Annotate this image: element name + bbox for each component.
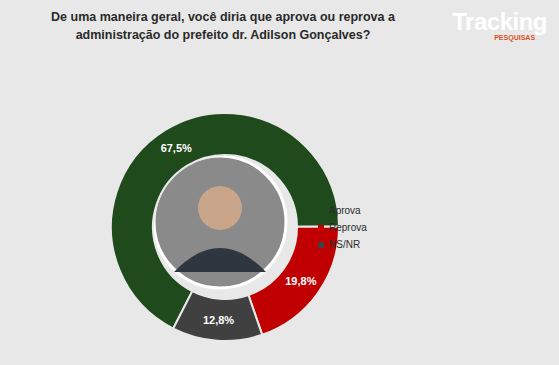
html-text:NS/NR: NS/NR bbox=[329, 239, 361, 250]
svg-text:67,5%: 67,5% bbox=[161, 142, 192, 154]
svg-text:12,8%: 12,8% bbox=[203, 314, 234, 326]
html-text:De uma maneira geral, você dir: De uma maneira geral, você diria que apr… bbox=[51, 10, 395, 42]
html-text:PESQUISAS: PESQUISAS bbox=[494, 34, 536, 41]
html-text:Tracking: Tracking bbox=[452, 8, 547, 35]
html-text:Reprova: Reprova bbox=[329, 222, 367, 233]
svg-text:19,8%: 19,8% bbox=[285, 275, 316, 287]
html-text:Aprova: Aprova bbox=[329, 205, 361, 216]
